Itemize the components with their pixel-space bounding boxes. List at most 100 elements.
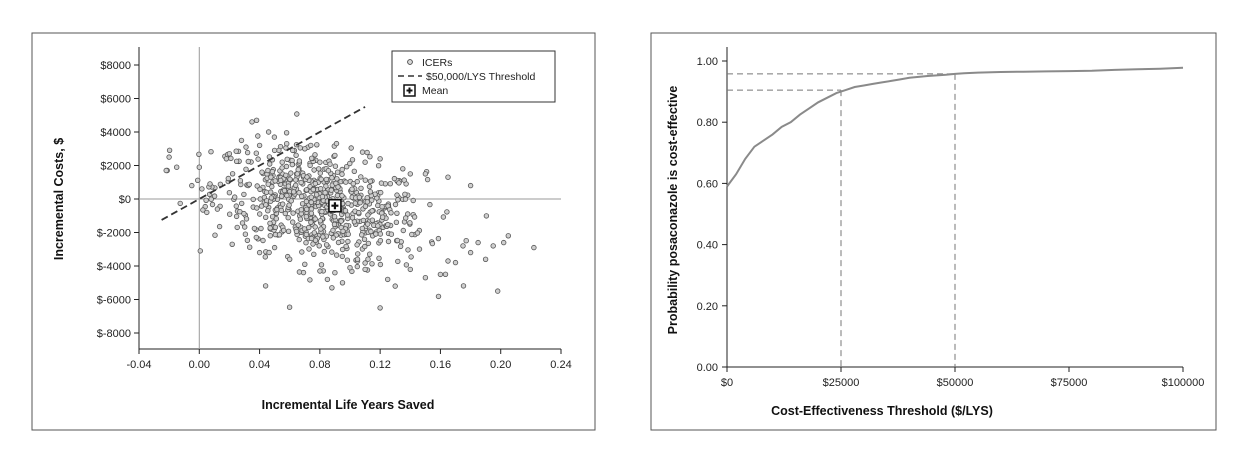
icer-point — [319, 193, 326, 200]
icer-point — [445, 174, 451, 180]
icer-point — [241, 191, 247, 198]
icer-point — [267, 232, 273, 239]
icer-point — [385, 238, 392, 245]
icer-point — [234, 224, 240, 231]
scatter-y-tick-label: $0 — [119, 194, 131, 206]
icer-point — [388, 210, 394, 216]
icer-point — [360, 217, 367, 224]
icer-point — [265, 207, 271, 214]
icer-point — [483, 213, 490, 219]
icer-point — [414, 230, 421, 236]
icer-point — [259, 169, 265, 175]
icer-point — [378, 189, 384, 196]
scatter-x-tick-label: 0.20 — [490, 359, 511, 371]
icer-point — [452, 259, 459, 266]
icer-point — [293, 152, 299, 158]
icer-point — [278, 177, 284, 184]
ceac-y-tick-label: 0.60 — [697, 178, 718, 190]
icer-point — [303, 231, 309, 238]
scatter-axes — [134, 47, 562, 354]
icer-point — [272, 178, 278, 184]
icer-point — [467, 249, 474, 256]
icer-point — [262, 283, 269, 289]
icer-point — [392, 283, 398, 289]
ceac-panel-frame — [650, 32, 1217, 431]
icer-point — [311, 167, 317, 173]
icer-point — [410, 197, 416, 204]
icer-point — [395, 258, 401, 265]
icer-point — [226, 189, 233, 196]
icer-point — [400, 227, 406, 234]
ceac-y-tick-label: 1.00 — [697, 56, 718, 68]
icer-point — [287, 256, 293, 262]
icer-point — [291, 189, 297, 195]
ceac-x-tick-label: $0 — [721, 377, 733, 389]
icer-point — [295, 222, 301, 228]
icer-point — [208, 196, 214, 202]
icer-point — [281, 227, 287, 234]
icer-point — [296, 236, 302, 243]
icer-point — [233, 213, 240, 220]
icer-point — [253, 117, 260, 123]
ceac-x-tick-label: $50000 — [937, 377, 974, 389]
icer-point — [196, 164, 202, 170]
ceac-curve — [726, 66, 1184, 188]
icer-point — [229, 241, 235, 247]
icer-point — [408, 254, 414, 260]
icer-point — [308, 219, 314, 225]
icer-point — [334, 169, 341, 175]
icer-point — [351, 168, 357, 174]
icer-point — [349, 157, 356, 163]
legend-threshold-label: $50,000/LYS Threshold — [426, 71, 536, 83]
icer-point — [361, 236, 368, 242]
icer-point — [211, 193, 218, 199]
icer-point — [387, 180, 393, 187]
icer-point — [338, 218, 344, 224]
icer-point — [463, 237, 469, 244]
icer-point — [241, 210, 247, 217]
icer-point — [407, 220, 413, 226]
icer-point — [359, 149, 366, 155]
icer-point — [416, 246, 423, 252]
icer-point — [262, 254, 268, 260]
icer-point — [312, 224, 318, 230]
icer-point — [294, 171, 300, 177]
scatter-chart: -0.04 0.00 0.04 0.08 0.12 0.16 0.20 0.24 $8000 $6… — [52, 47, 572, 412]
icer-point — [344, 163, 350, 170]
icer-point — [303, 213, 309, 220]
icer-point — [354, 263, 360, 270]
icer-point — [368, 228, 374, 235]
icer-point — [212, 232, 218, 238]
icer-point — [310, 186, 316, 193]
icer-point — [365, 212, 371, 218]
icer-point — [257, 186, 263, 193]
icer-point — [297, 145, 303, 151]
icer-point — [411, 214, 418, 220]
icer-point — [307, 162, 313, 169]
icer-point — [263, 214, 269, 220]
ceac-y-axis-title: Probability posaconazole is cost-effecti… — [666, 86, 680, 335]
icer-point — [273, 215, 279, 222]
icer-point — [253, 150, 259, 156]
scatter-x-tick-label: 0.08 — [309, 359, 330, 371]
icer-point — [339, 193, 345, 199]
ceac-x-tick-label: $75000 — [1051, 377, 1088, 389]
icer-point — [303, 239, 309, 246]
ceac-y-tick-label: 0.80 — [697, 117, 718, 129]
icer-point — [427, 201, 433, 208]
icer-point — [377, 237, 384, 244]
icer-point — [373, 231, 379, 237]
icer-point — [367, 153, 373, 160]
icer-point — [460, 283, 467, 289]
icer-point — [377, 231, 384, 237]
scatter-tick-labels: -0.04 0.00 0.04 0.08 0.12 0.16 0.20 0.24 $8000 $6… — [97, 60, 572, 371]
icer-point — [334, 176, 340, 182]
icer-point — [267, 161, 273, 167]
scatter-y-tick-label: $-8000 — [97, 328, 131, 340]
icer-point — [298, 179, 304, 186]
icer-point — [402, 196, 409, 202]
icer-point — [293, 182, 299, 188]
icer-point — [429, 240, 436, 247]
icer-point — [339, 166, 345, 173]
icer-point — [369, 261, 375, 267]
